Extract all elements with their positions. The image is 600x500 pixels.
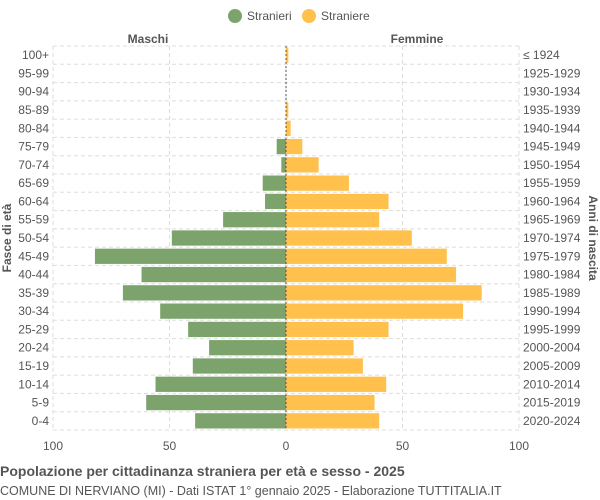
- birth-year-label: 1945-1949: [523, 140, 581, 154]
- birth-year-label: 2010-2014: [523, 377, 581, 391]
- bar-male-15-19: [192, 358, 286, 374]
- bar-male-65-69: [262, 175, 286, 191]
- legend: Stranieri Straniere: [228, 9, 370, 23]
- age-label: 60-64: [18, 194, 49, 208]
- bar-female-25-29: [286, 321, 389, 338]
- birth-year-label: ≤ 1924: [523, 48, 560, 62]
- age-label: 100+: [22, 48, 49, 62]
- age-label: 5-9: [32, 396, 50, 410]
- chart-title: Popolazione per cittadinanza straniera p…: [0, 463, 405, 479]
- birth-year-label: 1975-1979: [523, 249, 581, 263]
- age-label: 45-49: [18, 249, 49, 263]
- bar-male-45-49: [94, 248, 286, 264]
- age-label: 70-74: [18, 158, 49, 172]
- age-label: 90-94: [18, 85, 49, 99]
- bar-female-85-89: [286, 102, 289, 118]
- age-label: 25-29: [18, 322, 49, 336]
- age-label: 85-89: [18, 103, 49, 117]
- age-label: 55-59: [18, 213, 49, 227]
- bar-male-35-39: [122, 285, 287, 301]
- x-tick-label: 50: [163, 439, 177, 453]
- bar-male-55-59: [223, 212, 286, 228]
- age-label: 15-19: [18, 359, 49, 373]
- bar-male-20-24: [209, 340, 286, 356]
- y-axis-label-right: Anni di nascita: [586, 195, 600, 281]
- bar-female-45-49: [286, 248, 447, 264]
- age-label: 35-39: [18, 286, 49, 300]
- bar-male-30-34: [160, 303, 286, 319]
- birth-year-label: 1925-1929: [523, 66, 581, 80]
- bar-female-50-54: [286, 230, 412, 246]
- bar-male-70-74: [281, 157, 286, 173]
- y-axis-label-left: Fasce di età: [0, 203, 14, 272]
- bar-female-65-69: [286, 175, 349, 191]
- population-pyramid: Stranieri Straniere Maschi Femmine Fasce…: [0, 9, 600, 453]
- bar-male-50-54: [171, 230, 286, 246]
- bar-female-35-39: [286, 285, 482, 301]
- bar-male-25-29: [188, 321, 286, 338]
- bar-female-10-14: [286, 376, 387, 392]
- bar-male-5-9: [146, 394, 286, 411]
- bar-male-40-44: [141, 266, 286, 283]
- age-label: 40-44: [18, 268, 49, 282]
- age-label: 80-84: [18, 121, 49, 135]
- bar-female-70-74: [286, 157, 319, 173]
- bar-male-60-64: [265, 193, 286, 210]
- age-label: 50-54: [18, 231, 49, 245]
- bar-female-55-59: [286, 212, 380, 228]
- bar-male-75-79: [276, 138, 286, 155]
- bar-male-10-14: [155, 376, 286, 392]
- age-label: 20-24: [18, 341, 49, 355]
- age-label: 65-69: [18, 176, 49, 190]
- bar-female-60-64: [286, 193, 389, 210]
- birth-year-label: 1955-1959: [523, 176, 581, 190]
- age-label: 0-4: [32, 414, 50, 428]
- bar-female-100+: [286, 47, 289, 63]
- age-label: 10-14: [18, 377, 49, 391]
- birth-year-label: 1970-1974: [523, 231, 581, 245]
- birth-year-label: 2020-2024: [523, 414, 581, 428]
- bar-female-0-4: [286, 413, 380, 429]
- bar-female-15-19: [286, 358, 363, 374]
- chart-subtitle: COMUNE DI NERVIANO (MI) - Dati ISTAT 1° …: [0, 484, 502, 498]
- bar-female-80-84: [286, 120, 291, 136]
- age-label: 30-34: [18, 304, 49, 318]
- age-label: 95-99: [18, 66, 49, 80]
- legend-label-straniere: Straniere: [321, 9, 370, 23]
- birth-year-label: 1995-1999: [523, 322, 581, 336]
- x-tick-label: 50: [396, 439, 410, 453]
- birth-year-label: 2005-2009: [523, 359, 581, 373]
- bar-male-0-4: [195, 413, 286, 429]
- bar-female-20-24: [286, 340, 354, 356]
- birth-year-label: 1935-1939: [523, 103, 581, 117]
- birth-year-label: 1990-1994: [523, 304, 581, 318]
- legend-label-stranieri: Stranieri: [247, 9, 292, 23]
- right-header: Femmine: [391, 32, 444, 46]
- bar-female-5-9: [286, 394, 375, 411]
- left-header: Maschi: [128, 32, 169, 46]
- x-tick-label: 100: [43, 439, 63, 453]
- bar-female-30-34: [286, 303, 464, 319]
- birth-year-label: 1940-1944: [523, 121, 581, 135]
- birth-year-label: 2015-2019: [523, 396, 581, 410]
- birth-year-label: 1930-1934: [523, 85, 581, 99]
- legend-marker-straniere: [302, 9, 316, 23]
- birth-year-label: 1980-1984: [523, 268, 581, 282]
- bar-female-75-79: [286, 138, 303, 155]
- birth-year-label: 1950-1954: [523, 158, 581, 172]
- birth-year-label: 2000-2004: [523, 341, 581, 355]
- bar-female-40-44: [286, 266, 457, 283]
- x-tick-label: 0: [283, 439, 290, 453]
- age-label: 75-79: [18, 140, 49, 154]
- birth-year-label: 1985-1989: [523, 286, 581, 300]
- birth-year-label: 1965-1969: [523, 213, 581, 227]
- x-tick-label: 100: [509, 439, 529, 453]
- legend-marker-stranieri: [228, 9, 242, 23]
- birth-year-label: 1960-1964: [523, 194, 581, 208]
